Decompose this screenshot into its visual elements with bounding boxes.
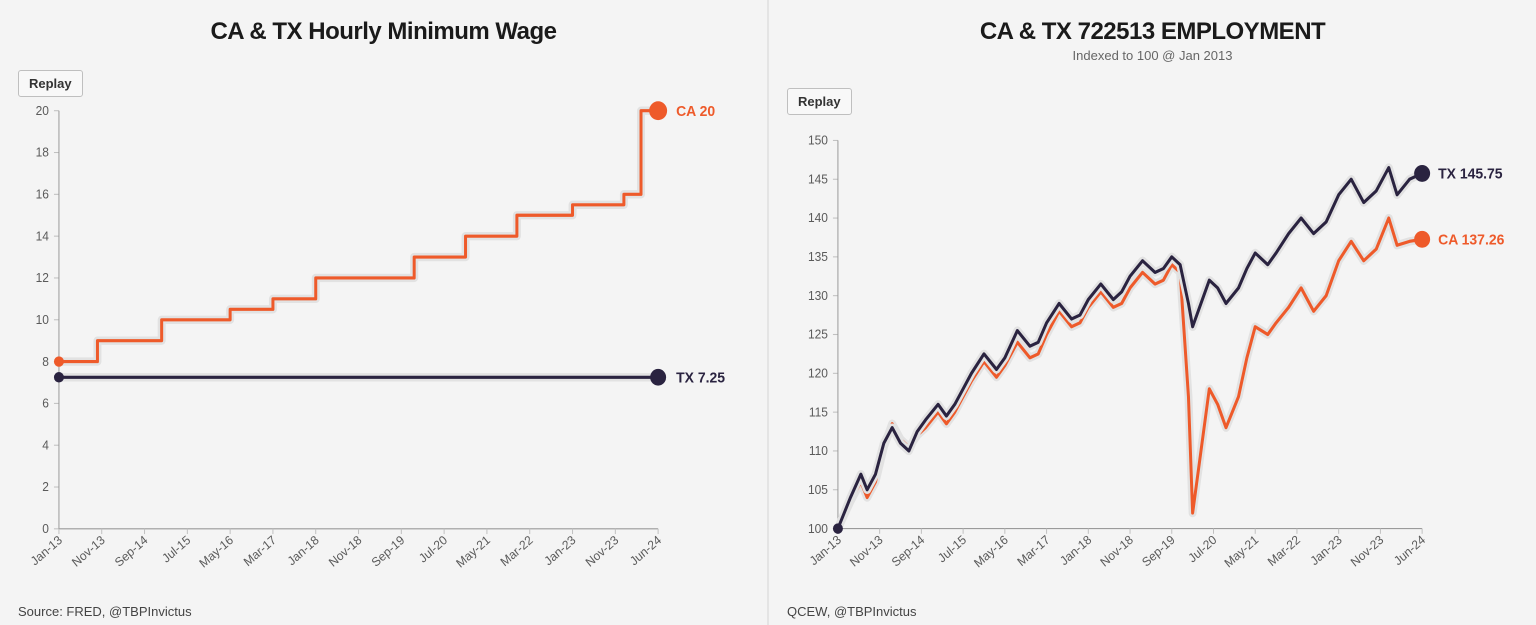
- svg-text:18: 18: [36, 145, 49, 159]
- right-source: QCEW, @TBPInvictus: [783, 602, 1522, 619]
- svg-text:140: 140: [808, 211, 828, 225]
- svg-text:May-16: May-16: [971, 532, 1010, 570]
- svg-text:20: 20: [36, 104, 49, 118]
- svg-text:150: 150: [808, 133, 828, 147]
- charts-container: CA & TX Hourly Minimum Wage Replay 02468…: [0, 0, 1536, 625]
- right-panel: CA & TX 722513 EMPLOYMENT Indexed to 100…: [767, 0, 1536, 625]
- left-panel: CA & TX Hourly Minimum Wage Replay 02468…: [0, 0, 767, 625]
- svg-text:115: 115: [809, 405, 828, 419]
- svg-text:14: 14: [36, 229, 49, 243]
- svg-text:Jan-23: Jan-23: [1308, 532, 1345, 568]
- svg-text:CA 137.26: CA 137.26: [1438, 232, 1504, 248]
- svg-text:Jan-13: Jan-13: [28, 533, 65, 569]
- right-chart: 100105110115120125130135140145150Jan-13N…: [783, 67, 1522, 602]
- svg-text:Jul-20: Jul-20: [416, 533, 450, 566]
- svg-text:Nov-18: Nov-18: [326, 533, 364, 570]
- svg-text:Jan-23: Jan-23: [542, 533, 579, 569]
- left-svg: 0 2 4 6 8 10 12 14 16 18 20 Jan-13Nov-13Sep-14 Jul-1…: [14, 48, 753, 602]
- svg-text:130: 130: [808, 289, 828, 303]
- svg-text:4: 4: [42, 438, 49, 452]
- right-svg: 100105110115120125130135140145150Jan-13N…: [783, 67, 1522, 602]
- svg-text:Sep-19: Sep-19: [369, 533, 407, 570]
- svg-text:6: 6: [42, 396, 49, 410]
- svg-text:125: 125: [808, 327, 828, 341]
- left-chart: 0 2 4 6 8 10 12 14 16 18 20 Jan-13Nov-13Sep-14 Jul-1…: [14, 48, 753, 602]
- svg-text:May-16: May-16: [197, 533, 237, 571]
- svg-text:120: 120: [808, 366, 828, 380]
- svg-text:Jul-15: Jul-15: [935, 532, 969, 565]
- svg-text:Mar-17: Mar-17: [1015, 532, 1053, 569]
- svg-text:Mar-17: Mar-17: [241, 533, 279, 570]
- svg-text:Nov-13: Nov-13: [847, 532, 885, 569]
- svg-text:Jul-20: Jul-20: [1186, 532, 1220, 565]
- svg-text:105: 105: [808, 483, 828, 497]
- svg-text:12: 12: [36, 271, 49, 285]
- svg-text:100: 100: [808, 521, 828, 535]
- svg-text:Jun-24: Jun-24: [1391, 532, 1428, 568]
- svg-text:145: 145: [808, 172, 828, 186]
- svg-text:Jun-24: Jun-24: [627, 533, 664, 569]
- svg-text:10: 10: [36, 313, 49, 327]
- svg-text:Jul-15: Jul-15: [159, 533, 193, 566]
- right-title: CA & TX 722513 EMPLOYMENT: [783, 18, 1522, 46]
- svg-text:8: 8: [42, 355, 49, 369]
- svg-text:TX 145.75: TX 145.75: [1438, 166, 1502, 182]
- svg-text:May-21: May-21: [453, 533, 493, 571]
- left-source: Source: FRED, @TBPInvictus: [14, 602, 753, 619]
- svg-text:Jan-18: Jan-18: [285, 533, 322, 569]
- svg-text:Nov-23: Nov-23: [583, 533, 621, 570]
- svg-text:CA 20: CA 20: [676, 104, 715, 120]
- svg-text:Jan-18: Jan-18: [1057, 532, 1094, 568]
- svg-text:Nov-18: Nov-18: [1098, 532, 1136, 569]
- svg-text:Sep-14: Sep-14: [112, 533, 150, 570]
- svg-text:2: 2: [42, 480, 49, 494]
- svg-text:110: 110: [809, 444, 828, 458]
- svg-text:0: 0: [42, 522, 49, 536]
- svg-text:Nov-13: Nov-13: [69, 533, 107, 570]
- left-title: CA & TX Hourly Minimum Wage: [14, 18, 753, 46]
- svg-text:May-21: May-21: [1222, 532, 1261, 570]
- svg-text:Nov-23: Nov-23: [1348, 532, 1386, 569]
- right-subtitle: Indexed to 100 @ Jan 2013: [783, 48, 1522, 63]
- svg-text:135: 135: [808, 250, 828, 264]
- svg-text:Sep-19: Sep-19: [1139, 532, 1177, 569]
- svg-text:Mar-22: Mar-22: [498, 533, 536, 570]
- svg-text:Sep-14: Sep-14: [889, 532, 927, 569]
- svg-text:Mar-22: Mar-22: [1265, 532, 1303, 569]
- svg-text:TX 7.25: TX 7.25: [676, 370, 725, 386]
- svg-text:16: 16: [36, 187, 49, 201]
- svg-text:Jan-13: Jan-13: [807, 532, 844, 568]
